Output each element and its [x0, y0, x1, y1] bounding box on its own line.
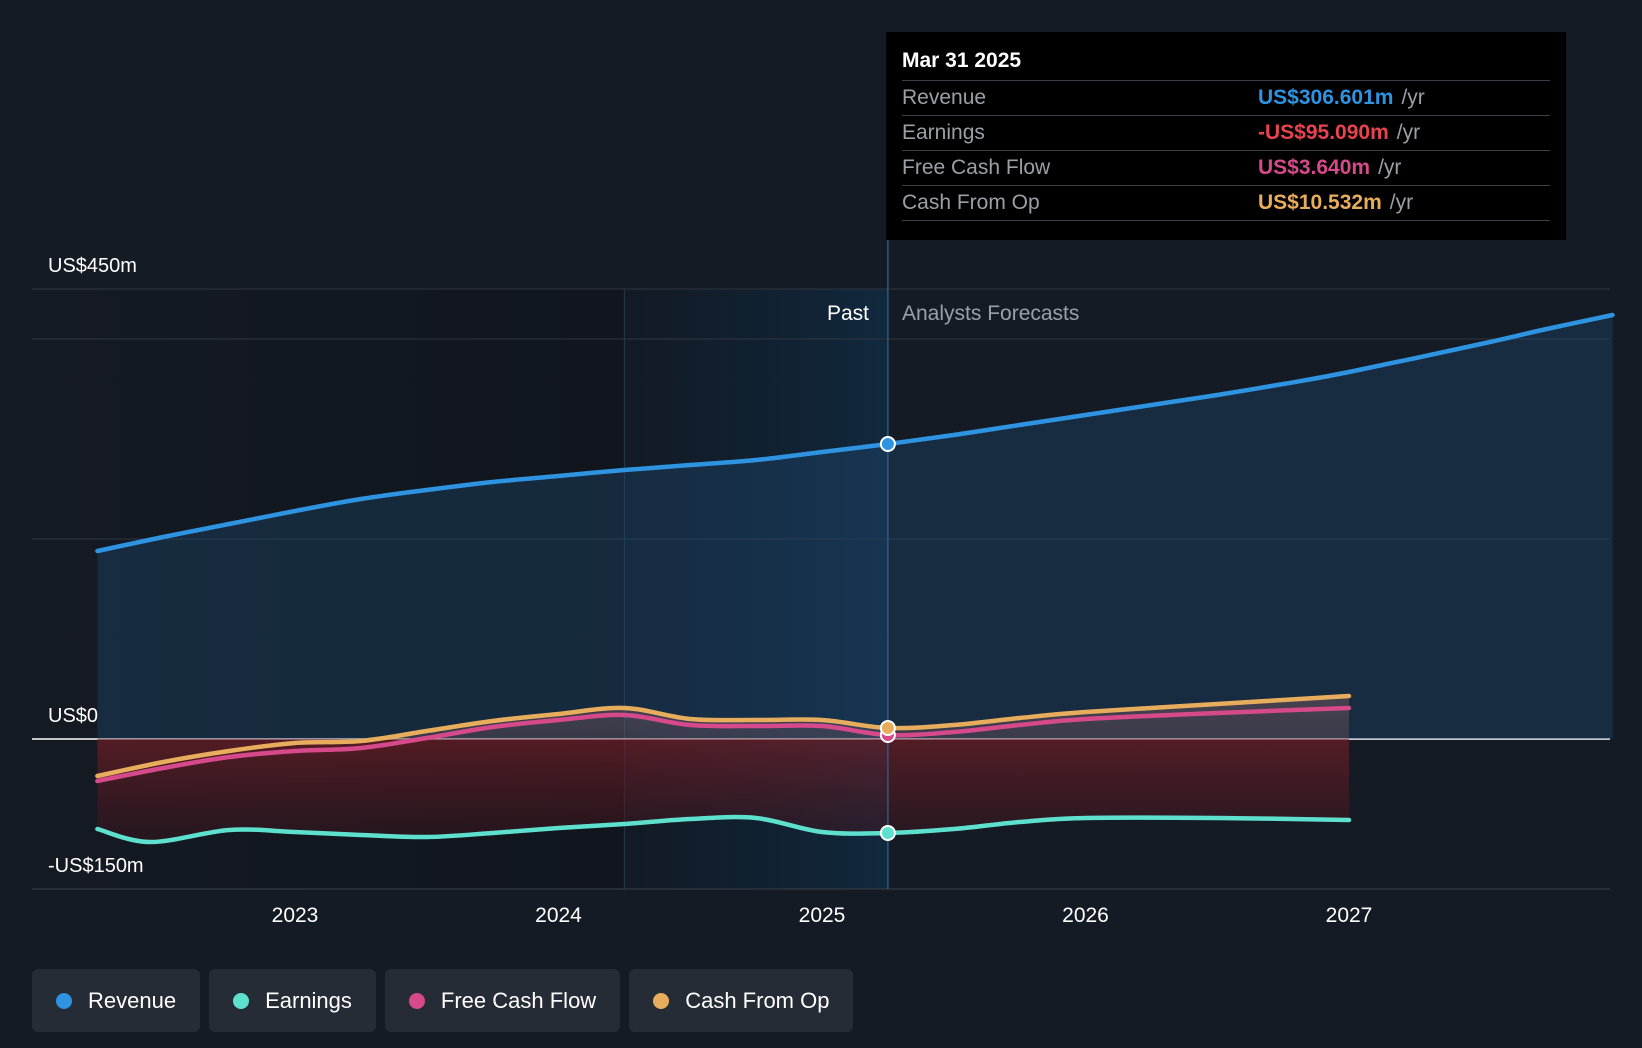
y-label-bottom: -US$150m [48, 855, 144, 877]
y-label-zero: US$0 [48, 705, 98, 727]
tooltip-date: Mar 31 2025 [902, 49, 1022, 72]
tooltip-value: US$10.532m [1258, 191, 1382, 214]
earnings-area [97, 739, 1349, 843]
legend-label: Free Cash Flow [440, 987, 597, 1013]
series-line-earnings [95, 814, 1352, 845]
tooltip-row-earnings: Earnings -US$95.090m /yr [902, 115, 1550, 150]
legend-item-cash-from-op[interactable]: Cash From Op [629, 969, 854, 1032]
tooltip-label: Free Cash Flow [902, 156, 1051, 179]
series-line-revenue [95, 312, 1615, 554]
tooltip-label: Revenue [902, 86, 987, 109]
legend-dot-icon [56, 992, 72, 1009]
legend-item-earnings[interactable]: Earnings [209, 969, 376, 1032]
x-tick-label: 2026 [1062, 904, 1109, 927]
legend-dot-icon [233, 992, 250, 1009]
y-label-top: US$450m [48, 255, 137, 277]
series-line-free-cash-flow [95, 705, 1352, 784]
legend: Revenue Earnings Free Cash Flow Cash Fro… [32, 969, 854, 1032]
tooltip-value: US$306.601m [1258, 86, 1394, 109]
legend-dot-icon [408, 992, 425, 1009]
series-line-cash-from-op [95, 693, 1352, 779]
tooltip-unit: /yr [1396, 121, 1421, 144]
x-tick-label: 2027 [1326, 904, 1373, 927]
x-tick-label: 2023 [272, 904, 319, 927]
cash-from-op-area [97, 696, 1349, 739]
tooltip-unit: /yr [1401, 86, 1425, 109]
tooltip-unit: /yr [1389, 191, 1414, 214]
tooltip-row-revenue: Revenue US$306.601m /yr [902, 80, 1550, 115]
legend-item-revenue[interactable]: Revenue [32, 969, 201, 1032]
marker-cash-from-op [879, 720, 896, 736]
forecast-label: Analysts Forecasts [902, 302, 1079, 325]
legend-label: Earnings [265, 987, 352, 1013]
revenue-area [97, 315, 1613, 739]
legend-label: Cash From Op [685, 987, 830, 1013]
tooltip-panel: Mar 31 2025 Revenue US$306.601m /yr Earn… [886, 32, 1566, 240]
past-label: Past [827, 302, 869, 325]
tooltip-unit: /yr [1378, 156, 1402, 179]
x-tick-label: 2024 [535, 904, 582, 927]
tooltip-label: Earnings [902, 121, 985, 144]
tooltip-row-cash-from-op: Cash From Op US$10.532m /yr [902, 185, 1550, 221]
tooltip-value: -US$95.090m [1258, 121, 1389, 144]
legend-dot-icon [653, 992, 670, 1009]
tooltip-label: Cash From Op [902, 191, 1040, 214]
marker-earnings [879, 825, 896, 841]
marker-revenue [879, 436, 896, 452]
x-tick-label: 2025 [799, 904, 846, 927]
legend-label: Revenue [88, 987, 177, 1013]
tooltip-value: US$3.640m [1258, 156, 1371, 179]
legend-item-free-cash-flow[interactable]: Free Cash Flow [384, 969, 621, 1032]
tooltip-row-free-cash-flow: Free Cash Flow US$3.640m /yr [902, 150, 1550, 185]
